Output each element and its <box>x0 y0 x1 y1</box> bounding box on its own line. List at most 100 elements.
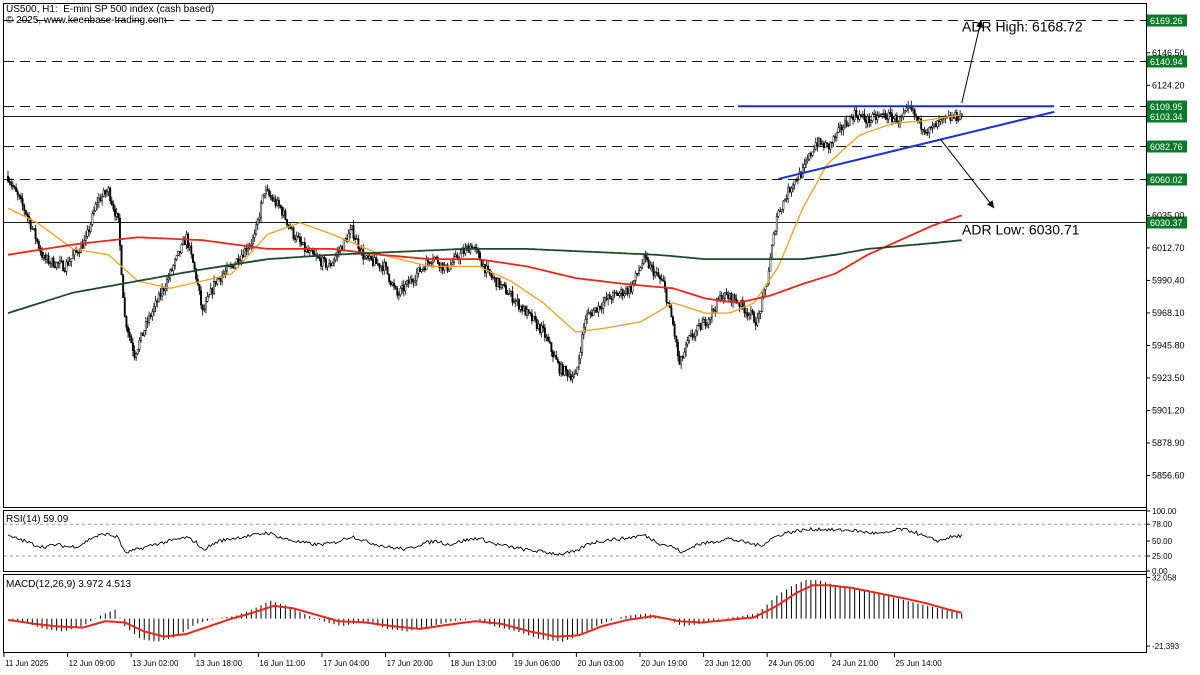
candle-body <box>180 243 183 254</box>
candle-body <box>381 265 384 271</box>
candle-body <box>913 109 916 117</box>
candle-body <box>370 255 373 261</box>
candle-body <box>410 278 413 282</box>
candle-body <box>560 364 563 374</box>
candle-body <box>672 316 674 325</box>
candle-body <box>548 340 551 343</box>
candle-body <box>161 288 164 297</box>
candle-body <box>816 142 819 147</box>
candle-body <box>203 308 206 311</box>
candle-body <box>105 191 108 195</box>
candle-body <box>832 136 835 143</box>
candle-body <box>54 266 56 268</box>
candle-body <box>78 252 81 254</box>
candle-body <box>530 313 533 321</box>
candle-body <box>636 272 639 275</box>
candle-body <box>879 114 882 116</box>
arrow-shaft-0 <box>961 19 982 104</box>
candle-body <box>245 248 248 252</box>
candle-body <box>247 247 250 252</box>
candle-body <box>498 277 501 288</box>
candle-body <box>466 245 468 249</box>
candle-body <box>714 310 717 312</box>
candle-body <box>402 285 405 292</box>
macd-label: MACD(12,26,9) 3.972 4.513 <box>6 579 132 590</box>
candle-body <box>589 312 592 314</box>
candle-body <box>52 257 55 268</box>
candle-body <box>905 107 908 112</box>
candle-body <box>920 118 923 130</box>
candle-body <box>869 120 872 123</box>
candle-body <box>201 304 204 311</box>
candle-body <box>23 205 26 211</box>
candle-body <box>368 255 371 259</box>
candle-body <box>216 278 219 285</box>
candle-body <box>365 255 368 259</box>
candle-body <box>273 198 275 201</box>
candle-body <box>454 254 457 257</box>
candle-body <box>300 241 303 245</box>
candle-body <box>295 235 298 240</box>
candle-body <box>772 233 775 246</box>
candle-body <box>378 263 381 268</box>
candle-body <box>831 142 833 144</box>
time-tick-label-12: 24 Jun 05:00 <box>768 659 815 668</box>
time-tick-label-9: 20 Jun 03:00 <box>577 659 624 668</box>
candle-body <box>305 249 308 252</box>
candle-body <box>122 274 125 299</box>
candle-body <box>7 175 9 182</box>
candle-body <box>240 254 243 261</box>
candle-body <box>615 292 618 294</box>
ma-line-2 <box>7 239 962 314</box>
candle-body <box>955 111 958 121</box>
candle-body <box>115 212 118 217</box>
candle-body <box>333 259 335 264</box>
candle-body <box>91 213 94 225</box>
candle-body <box>566 370 569 377</box>
candle-body <box>728 292 731 299</box>
candle-body <box>243 248 246 258</box>
candle-body <box>788 187 791 193</box>
candle-body <box>451 262 454 265</box>
candle-body <box>60 260 63 262</box>
level-price-tag-1 <box>1147 55 1187 68</box>
candle-body <box>133 350 136 358</box>
candle-body <box>612 292 614 301</box>
candle-body <box>148 315 151 323</box>
candle-body <box>650 264 653 267</box>
candle-body <box>352 225 355 239</box>
candle-body <box>73 249 76 256</box>
candle-body <box>495 277 498 287</box>
candle-body <box>796 179 799 181</box>
candle-body <box>373 257 376 266</box>
candle-body <box>261 194 264 204</box>
candle-body <box>579 352 582 360</box>
candle-body <box>608 294 611 299</box>
candle-body <box>29 218 32 229</box>
candle-body <box>569 374 572 380</box>
level-price-tag-5 <box>1147 173 1187 186</box>
candle-body <box>676 341 679 357</box>
candle-body <box>279 205 282 208</box>
level-price-tag-4 <box>1147 140 1187 153</box>
candle-body <box>951 116 953 121</box>
candle-body <box>349 229 352 235</box>
candle-body <box>125 316 128 328</box>
candle-body <box>415 272 418 281</box>
candle-body <box>610 298 613 301</box>
arrow-shaft-1 <box>940 139 995 209</box>
candle-body <box>187 233 189 248</box>
candle-body <box>412 281 415 283</box>
candle-body <box>156 300 159 303</box>
candle-body <box>628 286 631 294</box>
candle-body <box>84 236 87 241</box>
level-price-label-6: 6030.37 <box>1150 218 1183 228</box>
candle-body <box>811 151 814 156</box>
candle-body <box>407 280 410 284</box>
macd-pane: 32.058 -21.393 <box>7 573 1180 651</box>
candle-body <box>232 265 235 269</box>
candle-body <box>250 243 253 246</box>
candle-body <box>657 272 660 278</box>
candle-body <box>743 305 746 314</box>
